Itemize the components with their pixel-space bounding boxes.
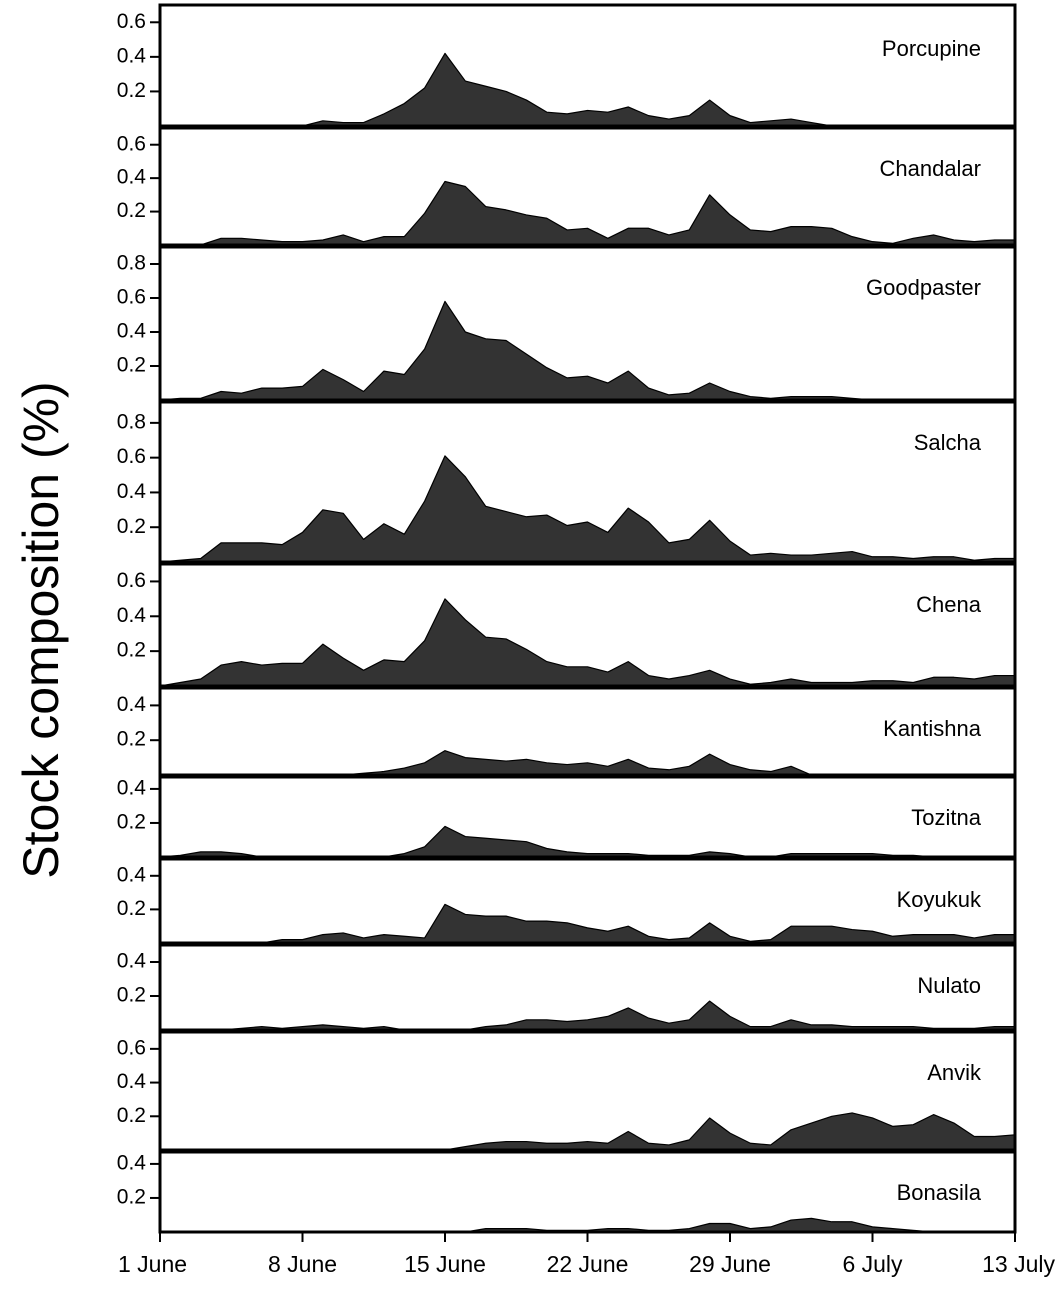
y-tick-label: 0.4 — [117, 1070, 147, 1093]
y-tick-label: 0.6 — [117, 10, 146, 33]
y-tick-label: 0.6 — [117, 1036, 146, 1059]
area — [159, 455, 1016, 563]
panel-name: Salcha — [914, 430, 982, 455]
panel-frame — [158, 3, 1017, 128]
y-tick-label: 0.4 — [117, 44, 147, 67]
area — [159, 1112, 1016, 1151]
area — [159, 1000, 1016, 1031]
panel-name: Chandalar — [879, 156, 981, 181]
y-tick-label: 0.4 — [117, 480, 147, 503]
panel-name: Koyukuk — [897, 887, 982, 912]
x-tick-label: 15 June — [404, 1251, 486, 1277]
y-axis-label: Stock composition (%) — [13, 381, 69, 878]
y-tick-label: 0.4 — [117, 604, 147, 627]
area — [159, 300, 1016, 401]
area — [159, 52, 1016, 127]
panel-frame — [158, 245, 1017, 402]
y-tick-label: 0.2 — [117, 811, 146, 834]
x-tick-label: 22 June — [547, 1251, 629, 1277]
y-tick-label: 0.4 — [117, 863, 147, 886]
panel-name: Anvik — [927, 1060, 982, 1085]
panel-name: Porcupine — [882, 36, 981, 61]
y-tick-label: 0.2 — [117, 728, 146, 751]
area — [159, 750, 1016, 776]
y-tick-label: 0.8 — [117, 410, 146, 433]
y-tick-label: 0.2 — [117, 984, 146, 1007]
panel-name: Chena — [916, 592, 982, 617]
panel-name: Goodpaster — [866, 275, 981, 300]
panel-name: Bonasila — [897, 1180, 982, 1205]
panel-frame — [158, 686, 1017, 777]
x-tick-label: 6 July — [842, 1251, 903, 1277]
y-tick-label: 0.2 — [117, 79, 146, 102]
x-tick-label: 29 June — [689, 1251, 771, 1277]
y-tick-label: 0.2 — [117, 199, 146, 222]
y-tick-label: 0.2 — [117, 354, 146, 377]
panel-name: Tozitna — [911, 805, 981, 830]
panel-frame — [158, 1150, 1017, 1234]
y-tick-label: 0.4 — [117, 950, 147, 973]
y-tick-label: 0.2 — [117, 639, 146, 662]
y-tick-label: 0.2 — [117, 897, 146, 920]
panel-frame — [158, 1030, 1017, 1152]
y-tick-label: 0.2 — [117, 1104, 146, 1127]
panel-name: Kantishna — [883, 716, 982, 741]
y-tick-label: 0.4 — [117, 693, 147, 716]
y-tick-label: 0.4 — [117, 166, 147, 189]
y-tick-label: 0.2 — [117, 1186, 146, 1209]
y-tick-label: 0.2 — [117, 515, 146, 538]
panel-frame — [158, 562, 1017, 688]
panel-frame — [158, 775, 1017, 859]
area — [159, 180, 1016, 246]
y-tick-label: 0.4 — [117, 320, 147, 343]
panel-frame — [158, 400, 1017, 564]
x-tick-label: 8 June — [268, 1251, 337, 1277]
y-tick-label: 0.4 — [117, 776, 147, 799]
panel-name: Nulato — [917, 973, 981, 998]
y-tick-label: 0.6 — [117, 286, 146, 309]
area — [159, 903, 1016, 944]
x-tick-label: 1 June — [118, 1251, 187, 1277]
area — [159, 825, 1016, 858]
y-tick-label: 0.8 — [117, 252, 146, 275]
area — [159, 1217, 1016, 1233]
panel-frame — [158, 943, 1017, 1032]
x-tick-label: 13 July — [982, 1251, 1055, 1277]
panel-frame — [158, 857, 1017, 945]
y-tick-label: 0.4 — [117, 1151, 147, 1174]
y-tick-label: 0.6 — [117, 569, 146, 592]
panel-frame — [158, 126, 1017, 247]
y-tick-label: 0.6 — [117, 132, 146, 155]
y-tick-label: 0.6 — [117, 445, 146, 468]
area — [159, 598, 1016, 687]
